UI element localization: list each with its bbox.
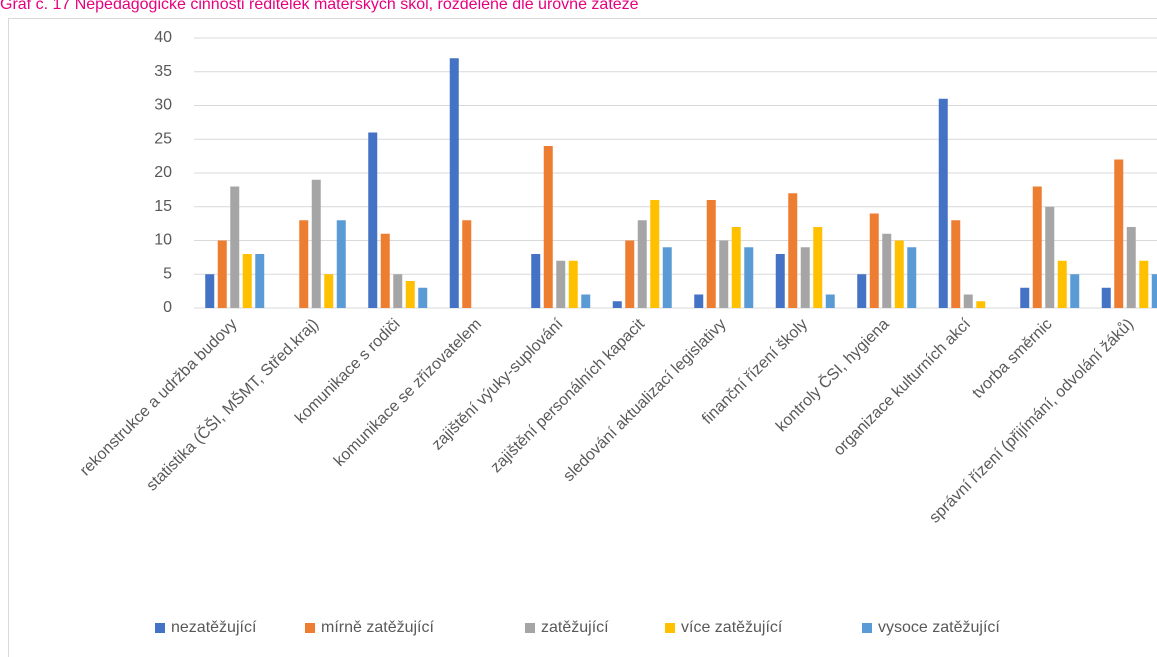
bar — [694, 294, 704, 308]
bar — [230, 186, 240, 308]
bar — [393, 274, 403, 308]
bar — [951, 220, 961, 308]
legend-label: více zatěžující — [681, 619, 783, 636]
bar — [242, 254, 252, 308]
y-tick-label: 30 — [154, 97, 172, 114]
bar — [1070, 274, 1080, 308]
legend-label: vysoce zatěžující — [878, 619, 1000, 636]
bar — [637, 220, 647, 308]
bar — [556, 260, 566, 308]
legend-swatch — [665, 623, 675, 633]
legend-swatch — [862, 623, 872, 633]
bar — [907, 247, 917, 308]
y-tick-label: 35 — [154, 63, 172, 80]
bar — [800, 247, 810, 308]
bar — [1045, 206, 1055, 308]
y-tick-label: 25 — [154, 130, 172, 147]
bar — [744, 247, 754, 308]
chart-title: Graf č. 17 Nepedagogické činnosti ředite… — [0, 0, 639, 13]
legend-swatch — [155, 623, 165, 633]
bar — [719, 240, 729, 308]
bar — [581, 294, 591, 308]
bar — [336, 220, 346, 308]
y-tick-label: 0 — [163, 299, 172, 316]
x-tick-label: statistika (ČŠI, MŠMT, Střed.kraj) — [142, 314, 322, 494]
bar — [462, 220, 472, 308]
bar — [449, 58, 459, 308]
bar — [775, 254, 785, 308]
bar — [217, 240, 227, 308]
bar — [869, 213, 879, 308]
bar — [650, 200, 660, 308]
y-tick-label: 20 — [154, 164, 172, 181]
bar — [825, 294, 835, 308]
bar — [255, 254, 265, 308]
x-tick-label: zajištění výuky-suplování — [429, 315, 567, 453]
legend-label: mírně zatěžující — [321, 619, 434, 636]
legend-label: zatěžující — [541, 619, 609, 636]
bar — [963, 294, 973, 308]
bar — [706, 200, 716, 308]
bar — [731, 227, 741, 308]
bar — [976, 301, 986, 308]
x-tick-label: sledování aktualizací legislativy — [560, 316, 729, 485]
bar — [418, 287, 428, 308]
bar — [788, 193, 798, 308]
bar — [568, 260, 578, 308]
bar — [543, 146, 553, 308]
x-tick-label: zajištění personálních kapacit — [488, 315, 649, 476]
y-tick-label: 10 — [154, 232, 172, 249]
x-tick-label: organizace kulturních akcí — [831, 315, 975, 459]
bar — [380, 233, 390, 308]
legend-swatch — [305, 623, 315, 633]
bar — [311, 179, 321, 308]
bar — [299, 220, 309, 308]
bar — [625, 240, 635, 308]
bar — [531, 254, 541, 308]
y-tick-label: 40 — [154, 29, 172, 46]
legend-label: nezatěžující — [171, 619, 257, 636]
bar — [1114, 159, 1124, 308]
bar — [1151, 274, 1157, 308]
x-tick-label: komunikace se zřizovatelem — [331, 316, 485, 470]
bar — [1032, 186, 1042, 308]
legend-swatch — [525, 623, 535, 633]
bar — [857, 274, 867, 308]
bar — [938, 98, 948, 308]
bar — [612, 301, 622, 308]
y-tick-label: 15 — [154, 198, 172, 215]
bar — [205, 274, 215, 308]
bar — [882, 233, 892, 308]
bar — [1020, 287, 1030, 308]
x-tick-label: tvorba směrnic — [969, 316, 1055, 402]
bar — [324, 274, 334, 308]
y-tick-label: 5 — [163, 265, 172, 282]
bar — [662, 247, 672, 308]
bar — [1057, 260, 1067, 308]
chart-border — [8, 18, 1157, 657]
bar — [1139, 260, 1149, 308]
bar — [1101, 287, 1111, 308]
x-tick-label: rekonstrukce a udržba budovy — [77, 316, 241, 480]
bar — [368, 132, 378, 308]
bar — [405, 281, 415, 308]
bar — [813, 227, 823, 308]
bar — [894, 240, 904, 308]
bar — [1126, 227, 1136, 308]
